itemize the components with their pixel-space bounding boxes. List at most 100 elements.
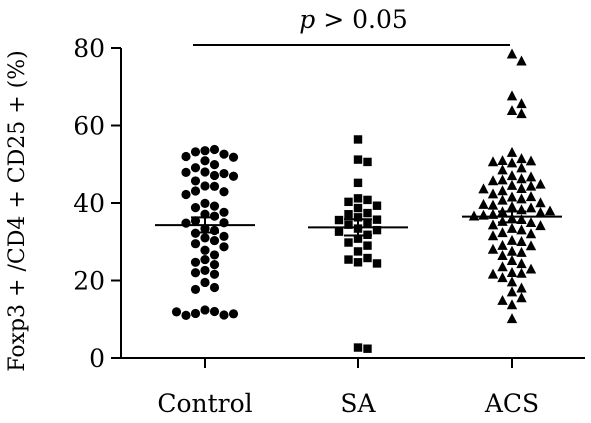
control-data-point	[190, 257, 201, 267]
sa-data-point	[363, 208, 372, 218]
control-data-point	[219, 310, 229, 320]
sa-data-point	[363, 253, 372, 263]
acs-data-point	[506, 299, 518, 310]
acs-data-point	[497, 155, 508, 166]
acs-data-point	[497, 174, 508, 185]
acs-data-point	[506, 222, 518, 233]
control-data-point	[190, 308, 201, 319]
sa-data-point	[353, 155, 363, 164]
data-marks	[171, 48, 556, 353]
y-tick-label: 0	[89, 344, 105, 373]
acs-data-point	[497, 215, 508, 226]
sa-data-point	[372, 215, 382, 224]
acs-data-point	[506, 191, 518, 202]
control-data-point	[209, 306, 220, 317]
control-data-point	[181, 151, 191, 162]
sa-data-point	[344, 220, 353, 229]
mean-sem-bars	[155, 210, 562, 237]
control-data-point	[219, 168, 229, 179]
acs-data-point	[506, 179, 518, 190]
x-tick-label: Control	[157, 389, 252, 418]
acs-data-point	[497, 194, 508, 205]
control-data-point	[200, 181, 210, 191]
sa-data-point	[334, 227, 344, 236]
acs-data-point	[506, 245, 518, 256]
control-data-point	[200, 156, 210, 166]
acs-data-point	[516, 246, 527, 257]
sa-data-point	[353, 194, 363, 203]
acs-data-point	[535, 220, 546, 231]
acs-data-point	[506, 267, 518, 278]
control-data-point	[209, 282, 220, 293]
acs-data-point	[506, 234, 518, 245]
control-data-point	[209, 160, 220, 170]
control-data-point	[219, 231, 229, 241]
sa-data-point	[363, 195, 372, 205]
sa-data-point	[353, 234, 363, 243]
control-data-point	[209, 201, 220, 211]
sa-data-point	[363, 157, 372, 167]
control-data-point	[219, 149, 229, 159]
acs-data-point	[544, 205, 556, 216]
acs-data-point	[487, 188, 499, 199]
acs-data-point	[506, 48, 518, 59]
acs-data-point	[497, 272, 508, 283]
sa-data-point	[353, 343, 363, 352]
acs-data-point	[506, 157, 518, 168]
control-data-point	[228, 171, 239, 181]
sa-data-point	[344, 238, 353, 247]
acs-data-point	[525, 191, 537, 202]
sa-data-point	[372, 201, 382, 210]
sa-data-point	[363, 241, 372, 250]
control-data-point	[181, 310, 191, 320]
acs-data-point	[535, 206, 546, 217]
control-data-point	[200, 245, 210, 255]
sa-data-point	[344, 210, 353, 219]
acs-data-point	[497, 227, 508, 238]
control-data-point	[190, 284, 201, 295]
control-data-point	[200, 146, 210, 156]
acs-data-point	[525, 202, 537, 213]
acs-data-point	[516, 153, 527, 164]
acs-data-point	[497, 261, 508, 272]
acs-data-point	[525, 180, 537, 191]
acs-data-point	[516, 55, 527, 66]
sa-data-point	[353, 203, 363, 213]
acs-data-point	[506, 313, 518, 324]
acs-data-point	[516, 98, 527, 109]
y-tick-label: 20	[73, 267, 105, 296]
axes: 0 20 40 60 80 Control SA ACS Foxp3 + /CD4 + CD25…	[5, 34, 585, 418]
acs-data-point	[516, 182, 527, 193]
control-data-point	[209, 144, 220, 155]
acs-data-point	[506, 201, 518, 212]
sa-data-point	[372, 225, 382, 235]
control-data-point	[200, 277, 210, 288]
control-data-point	[209, 225, 220, 236]
acs-data-point	[525, 171, 537, 182]
x-tick-label: ACS	[484, 389, 539, 418]
sa-data-point	[353, 213, 363, 222]
acs-data-point	[487, 156, 499, 167]
y-tick-label: 40	[73, 189, 105, 218]
control-data-point	[190, 203, 201, 213]
control-data-point	[181, 189, 191, 200]
y-axis-label: Foxp3 + /CD4 + CD25 + (%)	[5, 50, 30, 371]
control-data-point	[209, 269, 220, 279]
acs-data-point	[516, 173, 527, 184]
acs-data-point	[506, 286, 518, 297]
control-data-point	[190, 186, 201, 196]
acs-data-point	[506, 170, 518, 181]
control-data-point	[219, 187, 229, 197]
control-data-point	[219, 242, 229, 252]
acs-data-point	[487, 243, 499, 254]
control-data-point	[200, 198, 210, 208]
acs-data-point	[487, 219, 499, 230]
control-data-point	[209, 260, 220, 270]
control-data-point	[200, 167, 210, 177]
sa-data-point	[353, 135, 363, 144]
sa-data-point	[372, 259, 382, 268]
sa-data-point	[344, 197, 353, 207]
acs-data-point	[506, 276, 518, 287]
acs-data-point	[487, 199, 499, 210]
